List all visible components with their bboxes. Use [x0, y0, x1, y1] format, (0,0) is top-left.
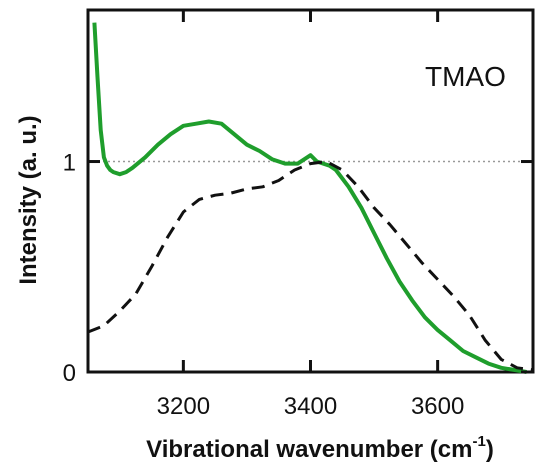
y-tick-label: 1 — [63, 150, 76, 177]
chart-marks — [87, 22, 534, 374]
x-axis-label-main: Vibrational wavenumber (cm — [146, 436, 472, 463]
chart-annotation: TMAO — [425, 61, 506, 92]
x-axis-label: Vibrational wavenumber (cm-1) — [146, 433, 494, 463]
series-line-solid — [92, 22, 527, 374]
x-axis-label-end: ) — [486, 436, 494, 463]
y-axis-label: Intensity (a. u.) — [15, 115, 42, 284]
x-tick-label: 3400 — [284, 393, 337, 420]
series-line-dashed — [87, 160, 534, 372]
y-tick-label: 0 — [63, 360, 76, 387]
x-axis-label-sup: -1 — [472, 433, 485, 450]
x-tick-label: 3200 — [157, 393, 210, 420]
x-tick-label: 3600 — [411, 393, 464, 420]
